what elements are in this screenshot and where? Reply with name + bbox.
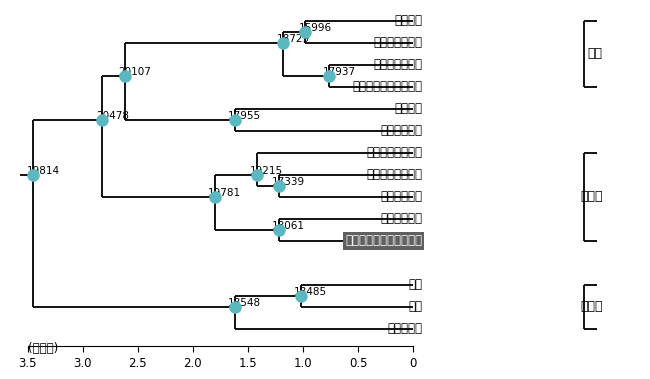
Text: 19781: 19781 (208, 188, 241, 198)
Text: 爪虫類: 爪虫類 (580, 190, 603, 203)
Text: 18485: 18485 (294, 287, 328, 297)
Text: ニワトリ: ニワトリ (394, 14, 422, 27)
Text: 20478: 20478 (96, 111, 129, 121)
Text: 17955: 17955 (228, 111, 261, 121)
Text: アメリカアリゲーター: アメリカアリゲーター (352, 80, 422, 93)
Text: オポッサム: オポッサム (387, 322, 422, 335)
Text: 15996: 15996 (298, 23, 332, 33)
Text: 17937: 17937 (323, 67, 356, 77)
Text: スッポン: スッポン (394, 102, 422, 115)
Text: 19814: 19814 (27, 166, 60, 176)
Text: 18729: 18729 (276, 34, 309, 44)
Text: ゼブラフィンチ: ゼブラフィンチ (373, 36, 422, 49)
Text: 18548: 18548 (228, 298, 261, 308)
Text: 19215: 19215 (250, 166, 283, 176)
Text: アオウミガメ: アオウミガメ (380, 124, 422, 137)
Text: ヨウスコウウニ: ヨウスコウウニ (373, 58, 422, 71)
Text: ニホンヤモリ: ニホンヤモリ (380, 212, 422, 225)
Text: イヌ: イヌ (408, 300, 422, 313)
Text: グリーンアノール: グリーンアノール (366, 146, 422, 159)
Text: (億年前): (億年前) (27, 342, 58, 355)
Text: 17339: 17339 (272, 177, 305, 187)
Text: 哺乳類: 哺乳類 (580, 300, 603, 313)
Text: 18061: 18061 (272, 221, 305, 231)
Text: ソメワケササクレヤモリ: ソメワケササクレヤモリ (345, 234, 422, 247)
Text: ビルマニシキヘビ: ビルマニシキヘビ (366, 168, 422, 181)
Text: ガーターヘビ: ガーターヘビ (380, 190, 422, 203)
Text: 鳥類: 鳥類 (588, 47, 603, 60)
Text: ヒト: ヒト (408, 278, 422, 291)
Text: 20107: 20107 (118, 67, 151, 77)
